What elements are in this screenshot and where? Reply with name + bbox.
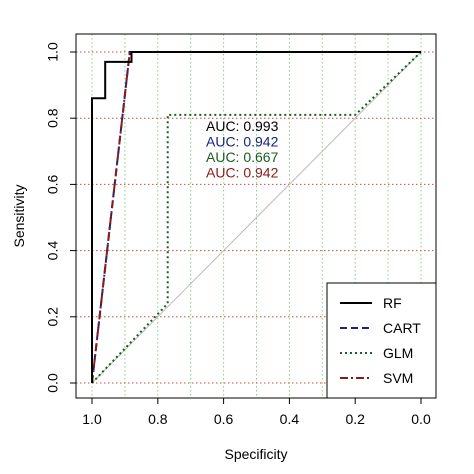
- x-tick-label: 0.6: [214, 411, 234, 427]
- y-tick-label: 0.2: [45, 307, 61, 327]
- y-tick-label: 0.6: [45, 174, 61, 194]
- auc-label: AUC: 0.942: [206, 165, 279, 181]
- x-tick-label: 1.0: [82, 411, 102, 427]
- y-axis: 0.0 0.2 0.4 0.6 0.8 1.0: [45, 42, 76, 393]
- legend-label-cart: CART: [383, 320, 421, 336]
- x-axis: 1.0 0.8 0.6 0.4 0.2 0.0: [82, 398, 431, 427]
- y-tick-label: 0.0: [45, 373, 61, 393]
- y-axis-label: Sensitivity: [11, 184, 27, 247]
- x-tick-label: 0.2: [345, 411, 365, 427]
- series-line-cart: [91, 51, 421, 384]
- series-line-glm: [91, 51, 422, 384]
- y-tick-label: 0.8: [45, 108, 61, 128]
- auc-label: AUC: 0.993: [206, 118, 279, 134]
- reference-diagonal: [91, 51, 422, 384]
- legend-label-rf: RF: [383, 295, 402, 311]
- series-line-rf: [91, 51, 421, 383]
- x-tick-label: 0.0: [411, 411, 431, 427]
- y-tick-label: 1.0: [45, 42, 61, 62]
- auc-label: AUC: 0.667: [206, 149, 279, 165]
- legend: RF CART GLM SVM: [326, 282, 437, 399]
- plot-border: [75, 33, 437, 399]
- x-axis-label: Specificity: [224, 446, 287, 462]
- series-group: [91, 51, 422, 384]
- auc-label: AUC: 0.942: [206, 134, 279, 150]
- legend-label-svm: SVM: [383, 370, 413, 386]
- y-tick-label: 0.4: [45, 241, 61, 261]
- legend-box: [326, 282, 437, 399]
- x-tick-label: 0.4: [280, 411, 300, 427]
- legend-label-glm: GLM: [383, 345, 413, 361]
- x-tick-label: 0.8: [148, 411, 168, 427]
